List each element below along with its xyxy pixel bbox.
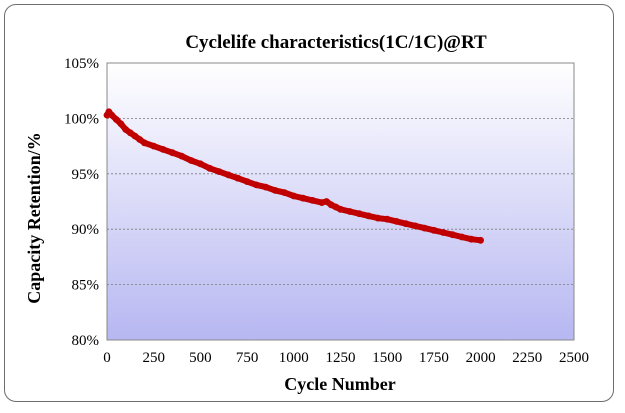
data-point [262, 183, 270, 191]
data-point [458, 233, 466, 241]
data-point [112, 116, 120, 123]
data-point [477, 236, 484, 244]
x-tick-label: 750 [236, 350, 259, 366]
gridlines [107, 118, 574, 286]
data-point [215, 168, 223, 176]
y-tick-label: 80% [72, 333, 100, 349]
data-point [108, 111, 116, 119]
data-point [421, 224, 428, 232]
y-axis-ticks: 80% 85% 90% 95% 100% 105% [64, 56, 99, 349]
data-point [150, 142, 158, 150]
data-point [117, 120, 125, 128]
data-point [411, 222, 419, 230]
data-point [299, 194, 307, 202]
data-point [197, 160, 204, 168]
y-axis-title: Capacity Retention/% [24, 132, 44, 303]
data-point [449, 231, 456, 239]
data-point [281, 189, 288, 197]
data-point [402, 220, 410, 228]
data-point [393, 218, 400, 225]
data-point [234, 174, 242, 182]
x-tick-label: 0 [103, 350, 111, 366]
data-point [206, 164, 214, 172]
y-tick-label: 100% [64, 111, 99, 127]
x-tick-label: 2250 [512, 350, 542, 366]
data-point [467, 235, 475, 243]
data-point [309, 197, 316, 204]
data-point [169, 149, 176, 157]
x-tick-label: 1250 [326, 350, 356, 366]
data-point [365, 212, 372, 220]
data-point [346, 208, 354, 215]
x-tick-label: 500 [189, 350, 212, 366]
x-tick-label: 2000 [466, 350, 496, 366]
data-point [141, 139, 148, 147]
y-tick-label: 95% [72, 167, 100, 183]
x-axis-ticks: 0 250 500 750 1000 1250 1500 1750 2000 2250 2500 [103, 350, 589, 366]
data-point [271, 187, 279, 194]
x-tick-label: 1500 [372, 350, 402, 366]
data-point [337, 205, 344, 213]
data-point [187, 157, 195, 164]
data-point [439, 229, 447, 236]
x-tick-label: 1000 [279, 350, 309, 366]
x-tick-label: 250 [142, 350, 165, 366]
y-tick-label: 85% [72, 278, 100, 294]
series-layer [103, 108, 484, 244]
y-tick-label: 105% [64, 56, 99, 72]
data-point [253, 181, 260, 189]
data-point [290, 192, 298, 200]
data-point [243, 178, 251, 186]
data-point [159, 146, 167, 153]
data-point [430, 226, 438, 234]
x-tick-label: 2500 [559, 350, 589, 366]
data-point [131, 132, 139, 140]
data-point [374, 214, 382, 222]
x-tick-label: 1750 [419, 350, 449, 366]
data-point [383, 215, 391, 223]
chart-title: Cyclelife characteristics(1C/1C)@RT [185, 32, 487, 53]
y-tick-label: 90% [72, 222, 100, 238]
data-point [355, 210, 363, 218]
plot-area [106, 62, 575, 341]
data-point [225, 171, 232, 179]
data-point [178, 152, 186, 160]
x-axis-title: Cycle Number [284, 374, 395, 394]
